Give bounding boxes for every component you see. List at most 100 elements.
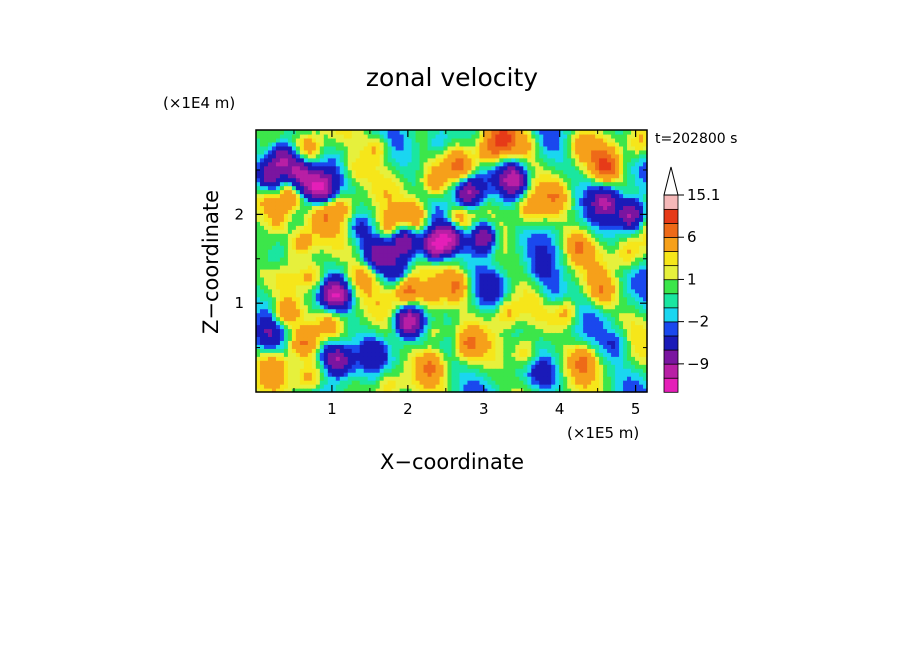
- contour-cell: [539, 324, 544, 330]
- contour-cell: [543, 384, 548, 389]
- contour-cell: [375, 352, 381, 357]
- contour-cell: [467, 312, 473, 318]
- contour-cell: [323, 249, 329, 254]
- contour-cell: [463, 300, 469, 306]
- contour-cell: [271, 280, 277, 286]
- contour-cell: [315, 276, 321, 282]
- contour-cell: [379, 141, 385, 147]
- contour-cell: [287, 372, 293, 377]
- contour-cell: [299, 320, 305, 326]
- contour-cell: [275, 237, 281, 242]
- contour-cell: [295, 173, 301, 179]
- contour-cell: [307, 193, 313, 199]
- contour-cell: [271, 217, 277, 222]
- contour-cell: [547, 292, 552, 298]
- contour-cell: [499, 348, 504, 353]
- contour-cell: [259, 388, 265, 393]
- contour-cell: [543, 380, 548, 385]
- contour-cell: [267, 173, 273, 179]
- contour-cell: [279, 272, 285, 278]
- contour-cell: [403, 336, 409, 341]
- contour-cell: [331, 288, 337, 294]
- contour-cell: [375, 213, 381, 218]
- contour-cell: [447, 264, 453, 270]
- contour-cell: [479, 316, 485, 322]
- contour-cell: [479, 264, 485, 270]
- contour-cell: [383, 312, 389, 318]
- contour-cell: [431, 364, 437, 369]
- contour-cell: [267, 348, 273, 353]
- contour-cell: [307, 157, 313, 163]
- contour-cell: [463, 388, 469, 393]
- contour-cell: [343, 237, 349, 242]
- contour-cell: [415, 272, 421, 278]
- contour-cell: [435, 344, 441, 349]
- contour-cell: [287, 324, 293, 330]
- contour-cell: [263, 149, 269, 155]
- contour-cell: [271, 324, 277, 330]
- contour-cell: [363, 225, 369, 230]
- contour-cell: [259, 384, 265, 389]
- contour-cell: [303, 193, 309, 199]
- contour-cell: [499, 189, 504, 195]
- contour-cell: [311, 257, 317, 262]
- contour-cell: [535, 169, 540, 175]
- contour-cell: [495, 137, 500, 143]
- contour-cell: [355, 384, 361, 389]
- contour-cell: [447, 340, 453, 345]
- contour-cell: [443, 153, 449, 159]
- contour-cell: [547, 344, 552, 349]
- contour-cell: [475, 245, 481, 250]
- contour-cell: [383, 233, 389, 238]
- contour-cell: [303, 209, 309, 214]
- contour-cell: [531, 233, 536, 238]
- contour-cell: [287, 360, 293, 365]
- contour-cell: [287, 201, 293, 207]
- contour-cell: [295, 368, 301, 373]
- contour-cell: [355, 253, 361, 258]
- contour-cell: [535, 197, 540, 203]
- contour-cell: [443, 209, 449, 214]
- contour-cell: [347, 225, 353, 230]
- contour-cell: [399, 284, 405, 290]
- contour-cell: [339, 130, 345, 135]
- contour-cell: [539, 173, 544, 179]
- contour-cell: [411, 209, 417, 214]
- contour-cell: [491, 292, 496, 298]
- contour-cell: [339, 304, 345, 310]
- contour-cell: [383, 340, 389, 345]
- contour-cell: [499, 153, 504, 159]
- contour-cell: [315, 137, 321, 143]
- contour-cell: [511, 360, 516, 365]
- contour-cell: [491, 157, 496, 163]
- contour-cell: [491, 284, 496, 290]
- contour-cell: [467, 225, 473, 230]
- contour-cell: [463, 336, 469, 341]
- contour-cell: [403, 340, 409, 345]
- contour-cell: [503, 344, 508, 349]
- contour-cell: [355, 288, 361, 294]
- contour-cell: [387, 336, 393, 341]
- contour-cell: [303, 141, 309, 147]
- contour-cell: [303, 312, 309, 318]
- contour-cell: [263, 169, 269, 175]
- contour-cell: [263, 181, 269, 187]
- contour-cell: [267, 276, 273, 282]
- contour-cell: [315, 193, 321, 199]
- contour-cell: [387, 209, 393, 214]
- contour-cell: [491, 241, 496, 246]
- contour-cell: [403, 193, 409, 199]
- contour-cell: [523, 149, 528, 155]
- contour-cell: [391, 165, 397, 171]
- contour-cell: [535, 141, 540, 147]
- contour-cell: [443, 264, 449, 270]
- contour-cell: [267, 372, 273, 377]
- contour-cell: [331, 165, 337, 171]
- contour-cell: [335, 197, 341, 203]
- contour-cell: [343, 356, 349, 361]
- contour-cell: [507, 233, 512, 238]
- contour-cell: [351, 153, 357, 159]
- contour-cell: [431, 185, 437, 191]
- contour-cell: [335, 288, 341, 294]
- contour-cell: [355, 280, 361, 286]
